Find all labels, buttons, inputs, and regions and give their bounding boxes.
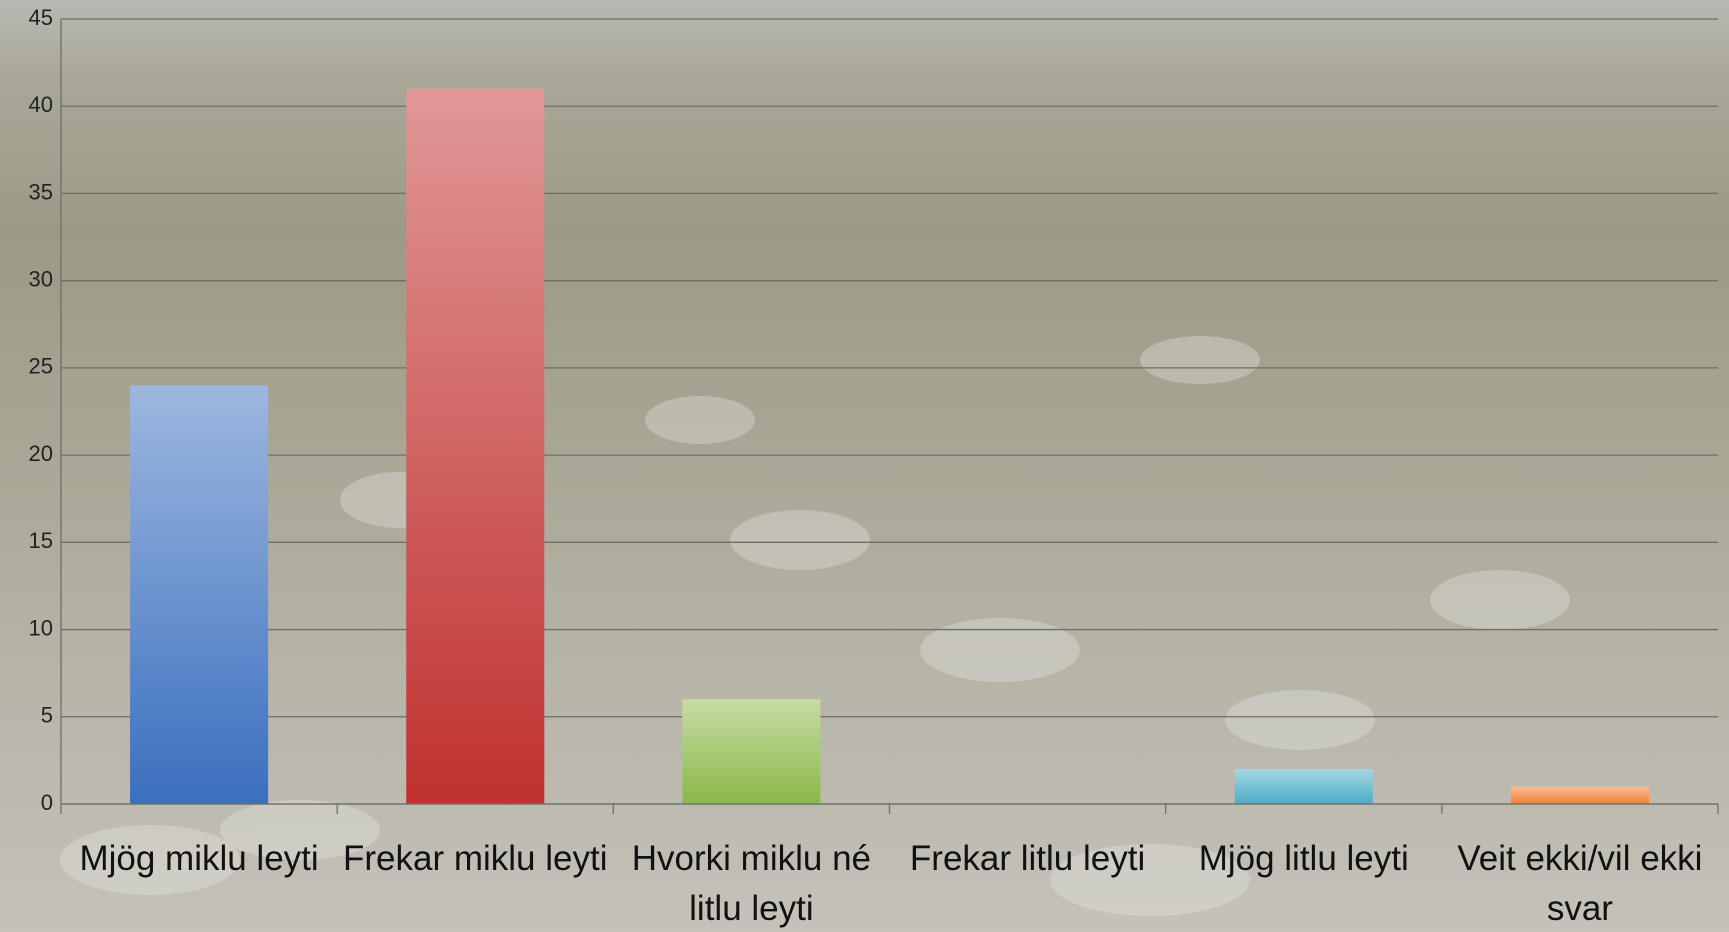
bar (1510, 786, 1649, 804)
y-tick-label: 30 (29, 266, 53, 291)
y-tick-label: 10 (29, 615, 53, 640)
x-tick-label: Veit ekki/vil ekki svar (1457, 839, 1703, 928)
y-tick-label: 45 (29, 5, 53, 30)
y-tick-label: 20 (29, 441, 53, 466)
x-tick-label: Mjög litlu leyti (1198, 839, 1409, 878)
y-tick-label: 15 (29, 528, 53, 553)
x-tick-label: Frekar miklu leyti (342, 839, 608, 878)
x-tick-label: Mjög miklu leyti (79, 839, 319, 878)
bar (130, 385, 269, 804)
x-tick-label: Hvorki miklu né litlu leyti (631, 839, 872, 928)
y-tick-label: 35 (29, 179, 53, 204)
y-tick-label: 40 (29, 92, 53, 117)
y-tick-label: 25 (29, 354, 53, 379)
decor (60, 336, 1570, 916)
x-tick-label: Frekar litlu leyti (909, 839, 1146, 878)
y-tick-label: 5 (41, 703, 53, 728)
bar (682, 699, 821, 804)
y-tick-label: 0 (41, 790, 53, 815)
bar (1234, 769, 1373, 804)
bar (406, 88, 545, 805)
